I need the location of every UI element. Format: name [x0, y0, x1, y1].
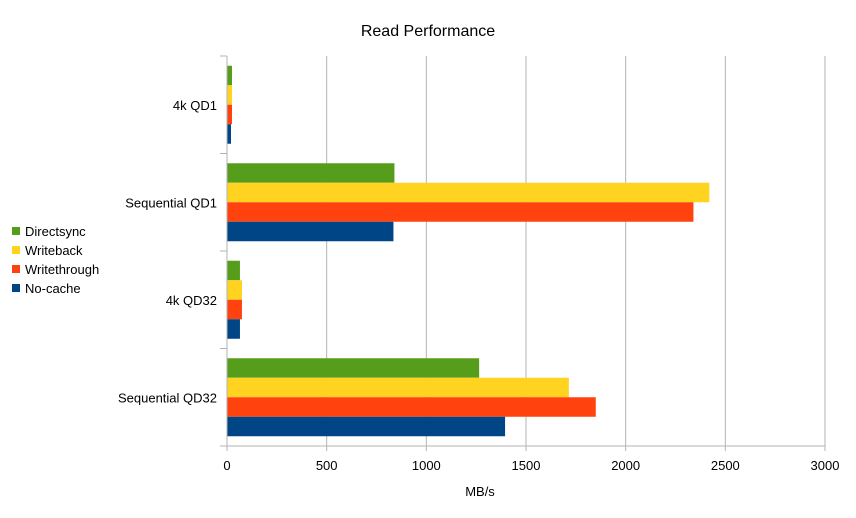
bars: [227, 65, 710, 437]
x-axis-label: MB/s: [465, 484, 495, 499]
legend-swatch: [12, 284, 20, 292]
x-tick-label: 2500: [711, 458, 740, 473]
bar-writethrough: [227, 299, 242, 320]
chart-title: Read Performance: [361, 23, 495, 40]
y-category-label: Sequential QD1: [125, 195, 217, 210]
bar-no-cache: [227, 221, 394, 242]
legend-label: Writethrough: [25, 262, 99, 277]
bar-writeback: [227, 280, 242, 300]
legend: Directsync Writeback Writethrough No-cache: [12, 224, 99, 296]
bar-writethrough: [227, 397, 596, 417]
legend-label: No-cache: [25, 281, 81, 296]
bar-writeback: [227, 182, 710, 203]
bar-directsync: [227, 260, 240, 281]
bar-directsync: [227, 163, 395, 183]
legend-swatch: [12, 246, 20, 254]
x-tick-label: 1500: [512, 458, 541, 473]
bar-writeback: [227, 377, 569, 398]
axes: [220, 55, 826, 451]
bar-no-cache: [227, 319, 240, 339]
legend-swatch: [12, 227, 20, 235]
legend-label: Writeback: [25, 243, 83, 258]
bar-no-cache: [227, 416, 506, 437]
legend-label: Directsync: [25, 224, 86, 239]
x-tick-label: 500: [316, 458, 338, 473]
bar-writethrough: [227, 202, 694, 222]
bar-directsync: [227, 65, 232, 86]
y-category-labels: 4k QD1 Sequential QD1 4k QD32 Sequential QD…: [118, 98, 217, 406]
x-tick-label: 0: [223, 458, 230, 473]
legend-swatch: [12, 265, 20, 273]
y-category-label: 4k QD32: [166, 293, 217, 308]
x-tick-labels: 0 500 1000 1500 2000 2500 3000: [223, 458, 839, 473]
bar-writethrough: [227, 104, 232, 125]
x-tick-label: 2000: [611, 458, 640, 473]
y-category-label: 4k QD1: [173, 98, 217, 113]
x-tick-label: 3000: [811, 458, 840, 473]
bar-directsync: [227, 358, 480, 378]
bar-no-cache: [227, 124, 231, 144]
x-tick-label: 1000: [412, 458, 441, 473]
bar-writeback: [227, 85, 232, 105]
y-category-label: Sequential QD32: [118, 390, 217, 405]
